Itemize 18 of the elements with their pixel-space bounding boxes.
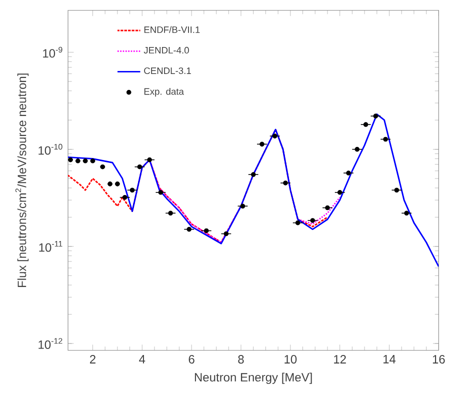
x-tick-label: 12 <box>334 355 346 364</box>
legend-label: Exp. data <box>144 88 184 97</box>
legend-label: ENDF/B-VII.1 <box>144 26 200 33</box>
x-tick-label: 8 <box>238 355 244 364</box>
x-tick-label: 4 <box>139 355 146 364</box>
y-axis-title: Flux [neutrons/cm$^{2}$/MeV/source neutron] <box>15 74 29 287</box>
x-tick-label: 2 <box>90 355 96 364</box>
legend-label: JENDL-4.0 <box>144 46 189 54</box>
y-tick-label: 10$^{-11}$ <box>39 241 62 252</box>
y-tick-label: 10$^{-9}$ <box>43 46 62 58</box>
y-tick-label: 10$^{-10}$ <box>38 144 62 155</box>
y-tick-label: 10$^{-12}$ <box>38 338 62 349</box>
x-tick-label: 16 <box>432 355 445 364</box>
x-tick-label: 10 <box>284 355 297 364</box>
legend-label: CENDL-3.1 <box>144 67 191 74</box>
x-tick-label: 14 <box>383 355 396 364</box>
x-axis-title: Neutron Energy [MeV] <box>194 372 312 384</box>
x-tick-label: 6 <box>188 355 194 364</box>
